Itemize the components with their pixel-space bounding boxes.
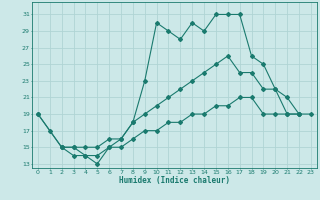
X-axis label: Humidex (Indice chaleur): Humidex (Indice chaleur) bbox=[119, 176, 230, 185]
